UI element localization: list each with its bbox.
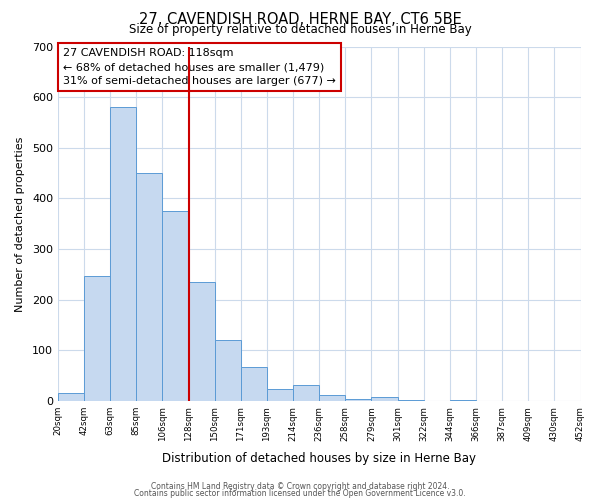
Bar bbox=[450, 400, 476, 401]
Bar bbox=[241, 367, 267, 401]
Text: Contains public sector information licensed under the Open Government Licence v3: Contains public sector information licen… bbox=[134, 489, 466, 498]
Bar bbox=[84, 276, 110, 401]
Bar bbox=[398, 400, 424, 401]
Bar bbox=[424, 400, 450, 401]
Bar bbox=[188, 282, 215, 401]
Bar bbox=[371, 396, 398, 401]
Y-axis label: Number of detached properties: Number of detached properties bbox=[15, 136, 25, 312]
Bar bbox=[215, 340, 241, 401]
Text: 27, CAVENDISH ROAD, HERNE BAY, CT6 5BE: 27, CAVENDISH ROAD, HERNE BAY, CT6 5BE bbox=[139, 12, 461, 28]
Bar bbox=[293, 386, 319, 401]
Text: 27 CAVENDISH ROAD: 118sqm
← 68% of detached houses are smaller (1,479)
31% of se: 27 CAVENDISH ROAD: 118sqm ← 68% of detac… bbox=[63, 48, 336, 86]
Bar bbox=[58, 392, 84, 401]
Text: Size of property relative to detached houses in Herne Bay: Size of property relative to detached ho… bbox=[128, 22, 472, 36]
Text: Contains HM Land Registry data © Crown copyright and database right 2024.: Contains HM Land Registry data © Crown c… bbox=[151, 482, 449, 491]
Bar bbox=[346, 398, 371, 401]
Bar bbox=[319, 394, 346, 401]
Bar bbox=[267, 389, 293, 401]
X-axis label: Distribution of detached houses by size in Herne Bay: Distribution of detached houses by size … bbox=[162, 452, 476, 465]
Bar bbox=[163, 211, 188, 401]
Bar bbox=[110, 107, 136, 401]
Bar bbox=[136, 173, 163, 401]
